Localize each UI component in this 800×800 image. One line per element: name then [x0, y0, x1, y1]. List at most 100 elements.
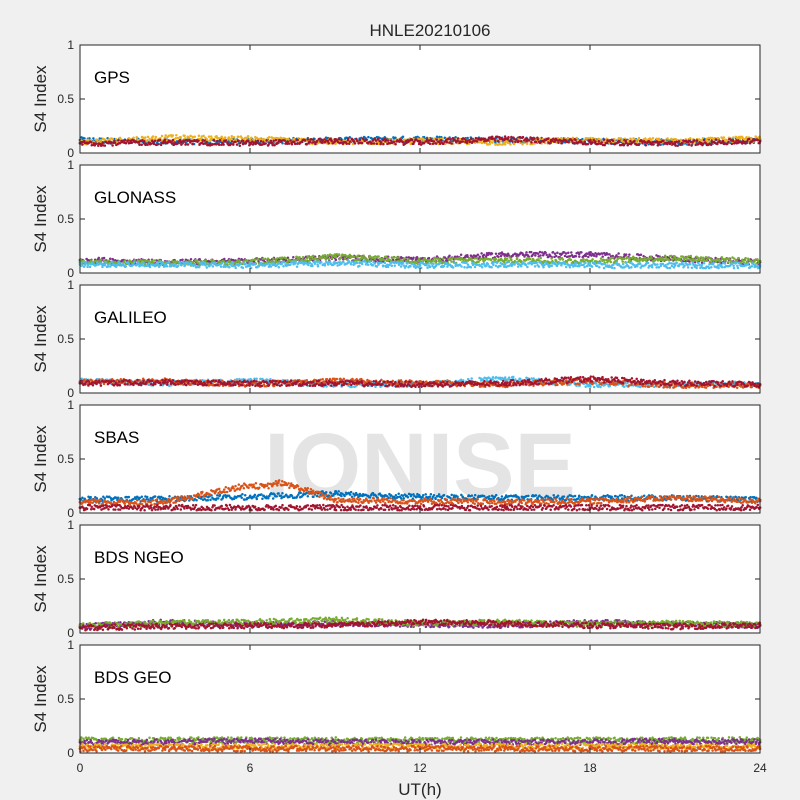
data-point	[625, 256, 629, 259]
data-point	[494, 257, 498, 261]
data-point	[657, 143, 661, 146]
data-point	[733, 257, 736, 260]
data-point	[553, 261, 557, 265]
data-point	[340, 138, 343, 142]
data-point	[592, 385, 596, 389]
data-point	[722, 136, 726, 139]
data-point	[727, 140, 730, 144]
data-point	[165, 264, 169, 268]
data-point	[608, 140, 612, 143]
data-point	[625, 261, 628, 265]
data-point	[316, 264, 320, 268]
data-point	[617, 252, 620, 255]
data-point	[487, 138, 490, 142]
data-point	[296, 138, 299, 142]
data-point	[692, 139, 696, 142]
data-point	[412, 256, 415, 259]
data-point	[736, 266, 740, 270]
data-point	[88, 265, 92, 269]
data-point	[276, 257, 279, 260]
data-point	[599, 257, 603, 260]
data-point	[393, 256, 396, 259]
data-point	[445, 261, 448, 265]
data-point	[153, 264, 157, 268]
data-point	[81, 143, 84, 146]
data-point	[287, 142, 291, 145]
data-point	[709, 143, 713, 147]
chart-title: HNLE20210106	[370, 21, 491, 40]
data-point	[745, 136, 748, 139]
data-point	[184, 141, 188, 144]
data-point	[564, 265, 568, 269]
data-point	[382, 142, 385, 146]
data-point	[307, 263, 310, 267]
data-point	[215, 259, 218, 263]
data-point	[451, 266, 455, 269]
data-point	[330, 139, 333, 143]
data-point	[720, 263, 723, 267]
data-point	[355, 139, 359, 143]
data-point	[357, 254, 360, 257]
data-point	[543, 263, 546, 267]
data-point	[301, 256, 305, 259]
data-point	[154, 135, 158, 139]
data-point	[694, 143, 697, 147]
data-point	[538, 250, 542, 254]
data-point	[605, 141, 609, 145]
data-point	[220, 262, 224, 265]
data-point	[529, 257, 532, 261]
data-point	[333, 255, 337, 259]
data-point	[530, 141, 533, 144]
data-point	[339, 256, 343, 260]
data-point	[533, 265, 537, 268]
data-point	[683, 264, 686, 267]
data-point	[323, 254, 327, 257]
data-point	[480, 266, 484, 269]
data-point	[732, 139, 735, 142]
data-point	[86, 265, 89, 269]
data-point	[244, 262, 248, 265]
data-point	[333, 261, 337, 265]
data-point	[730, 262, 734, 265]
data-point	[621, 260, 624, 263]
data-point	[545, 253, 548, 257]
data-point	[281, 141, 284, 145]
data-point	[602, 138, 606, 141]
data-point	[425, 264, 428, 267]
data-point	[732, 136, 735, 139]
data-point	[490, 265, 493, 269]
data-point	[180, 143, 183, 146]
data-point	[248, 264, 252, 267]
data-point	[435, 135, 439, 139]
data-point	[362, 254, 365, 257]
data-point	[495, 261, 499, 265]
data-point	[432, 140, 436, 143]
data-point	[734, 261, 738, 265]
data-point	[624, 141, 628, 145]
data-point	[237, 135, 240, 139]
data-point	[204, 259, 208, 262]
y-axis-label: S4 Index	[31, 65, 50, 133]
data-point	[101, 265, 104, 269]
data-point	[662, 139, 665, 143]
data-point	[638, 262, 642, 265]
data-point	[241, 266, 245, 269]
data-point	[106, 259, 109, 262]
data-point	[651, 137, 655, 140]
data-point	[175, 134, 178, 137]
data-point	[384, 255, 388, 259]
data-point	[668, 266, 672, 270]
data-point	[644, 143, 648, 147]
data-point	[205, 140, 208, 144]
y-tick-label: 1	[67, 158, 74, 172]
data-point	[109, 265, 112, 268]
data-point	[235, 377, 239, 381]
data-point	[507, 260, 511, 264]
data-point	[186, 143, 190, 146]
data-point	[410, 138, 414, 141]
data-point	[409, 264, 412, 268]
data-point	[127, 139, 130, 142]
data-point	[515, 138, 518, 141]
data-point	[212, 138, 216, 142]
data-point	[324, 258, 328, 261]
